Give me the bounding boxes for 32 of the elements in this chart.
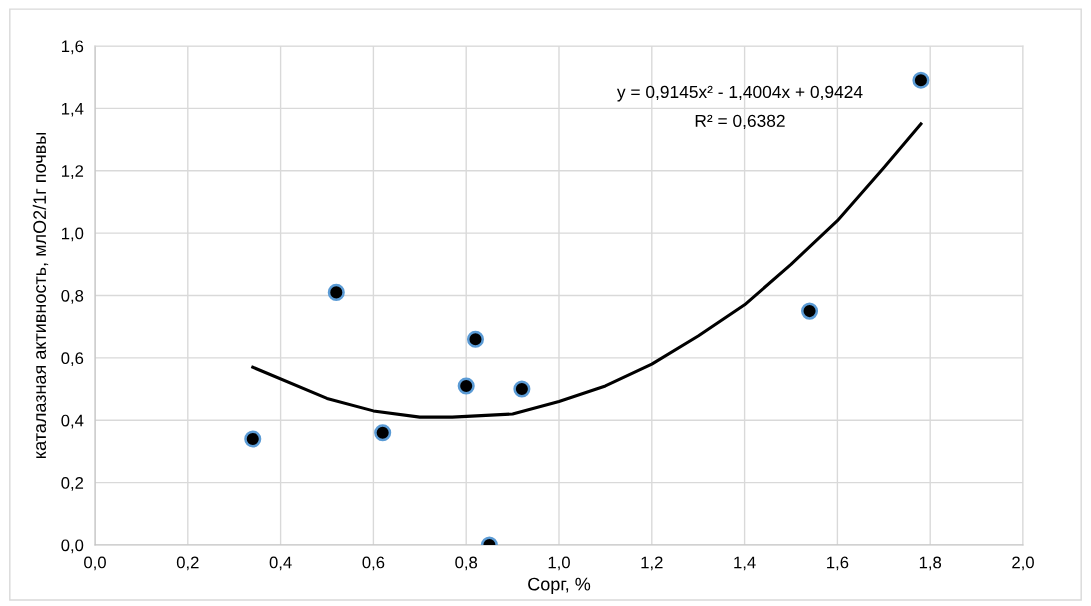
y-tick-label: 1,0	[61, 227, 84, 242]
y-tick-label: 0,0	[61, 539, 84, 554]
y-tick-label: 0,6	[61, 352, 84, 367]
x-tick-label: 0,6	[362, 556, 385, 571]
x-tick-label: 0,8	[455, 556, 478, 571]
x-tick-label: 1,0	[548, 556, 570, 571]
x-tick-label: 2,0	[1012, 556, 1034, 571]
point	[801, 302, 819, 320]
point	[374, 424, 392, 442]
x-tick-label: 1,4	[734, 556, 756, 571]
x-tick-label: 1,2	[641, 556, 663, 571]
point	[912, 71, 930, 89]
annotation: R² = 0,6382	[695, 114, 785, 130]
point	[513, 380, 531, 398]
point	[457, 377, 475, 395]
x-tick-label: 0,0	[84, 556, 106, 571]
x-axis-title: Сорг, %	[528, 577, 591, 595]
x-tick-label: 1,8	[919, 556, 942, 571]
point	[466, 330, 485, 348]
x-tick-label: 0,2	[176, 556, 199, 571]
annotation: y = 0,9145x² - 1,4004x + 0,9424	[616, 85, 863, 102]
y-tick-label: 0,2	[61, 477, 84, 491]
x-tick-label: 0,4	[269, 556, 292, 571]
x-tick-label: 1,6	[827, 556, 849, 571]
y-tick-label: 1,6	[61, 40, 84, 55]
y-axis-title: каталазная активность, млО2/1г почвы	[32, 133, 49, 458]
y-tick-label: 1,2	[61, 165, 84, 179]
y-tick-label: 0,8	[61, 289, 84, 304]
point	[244, 430, 262, 448]
y-tick-label: 1,4	[61, 102, 84, 117]
point	[327, 283, 345, 301]
y-tick-label: 0,4	[61, 414, 84, 429]
